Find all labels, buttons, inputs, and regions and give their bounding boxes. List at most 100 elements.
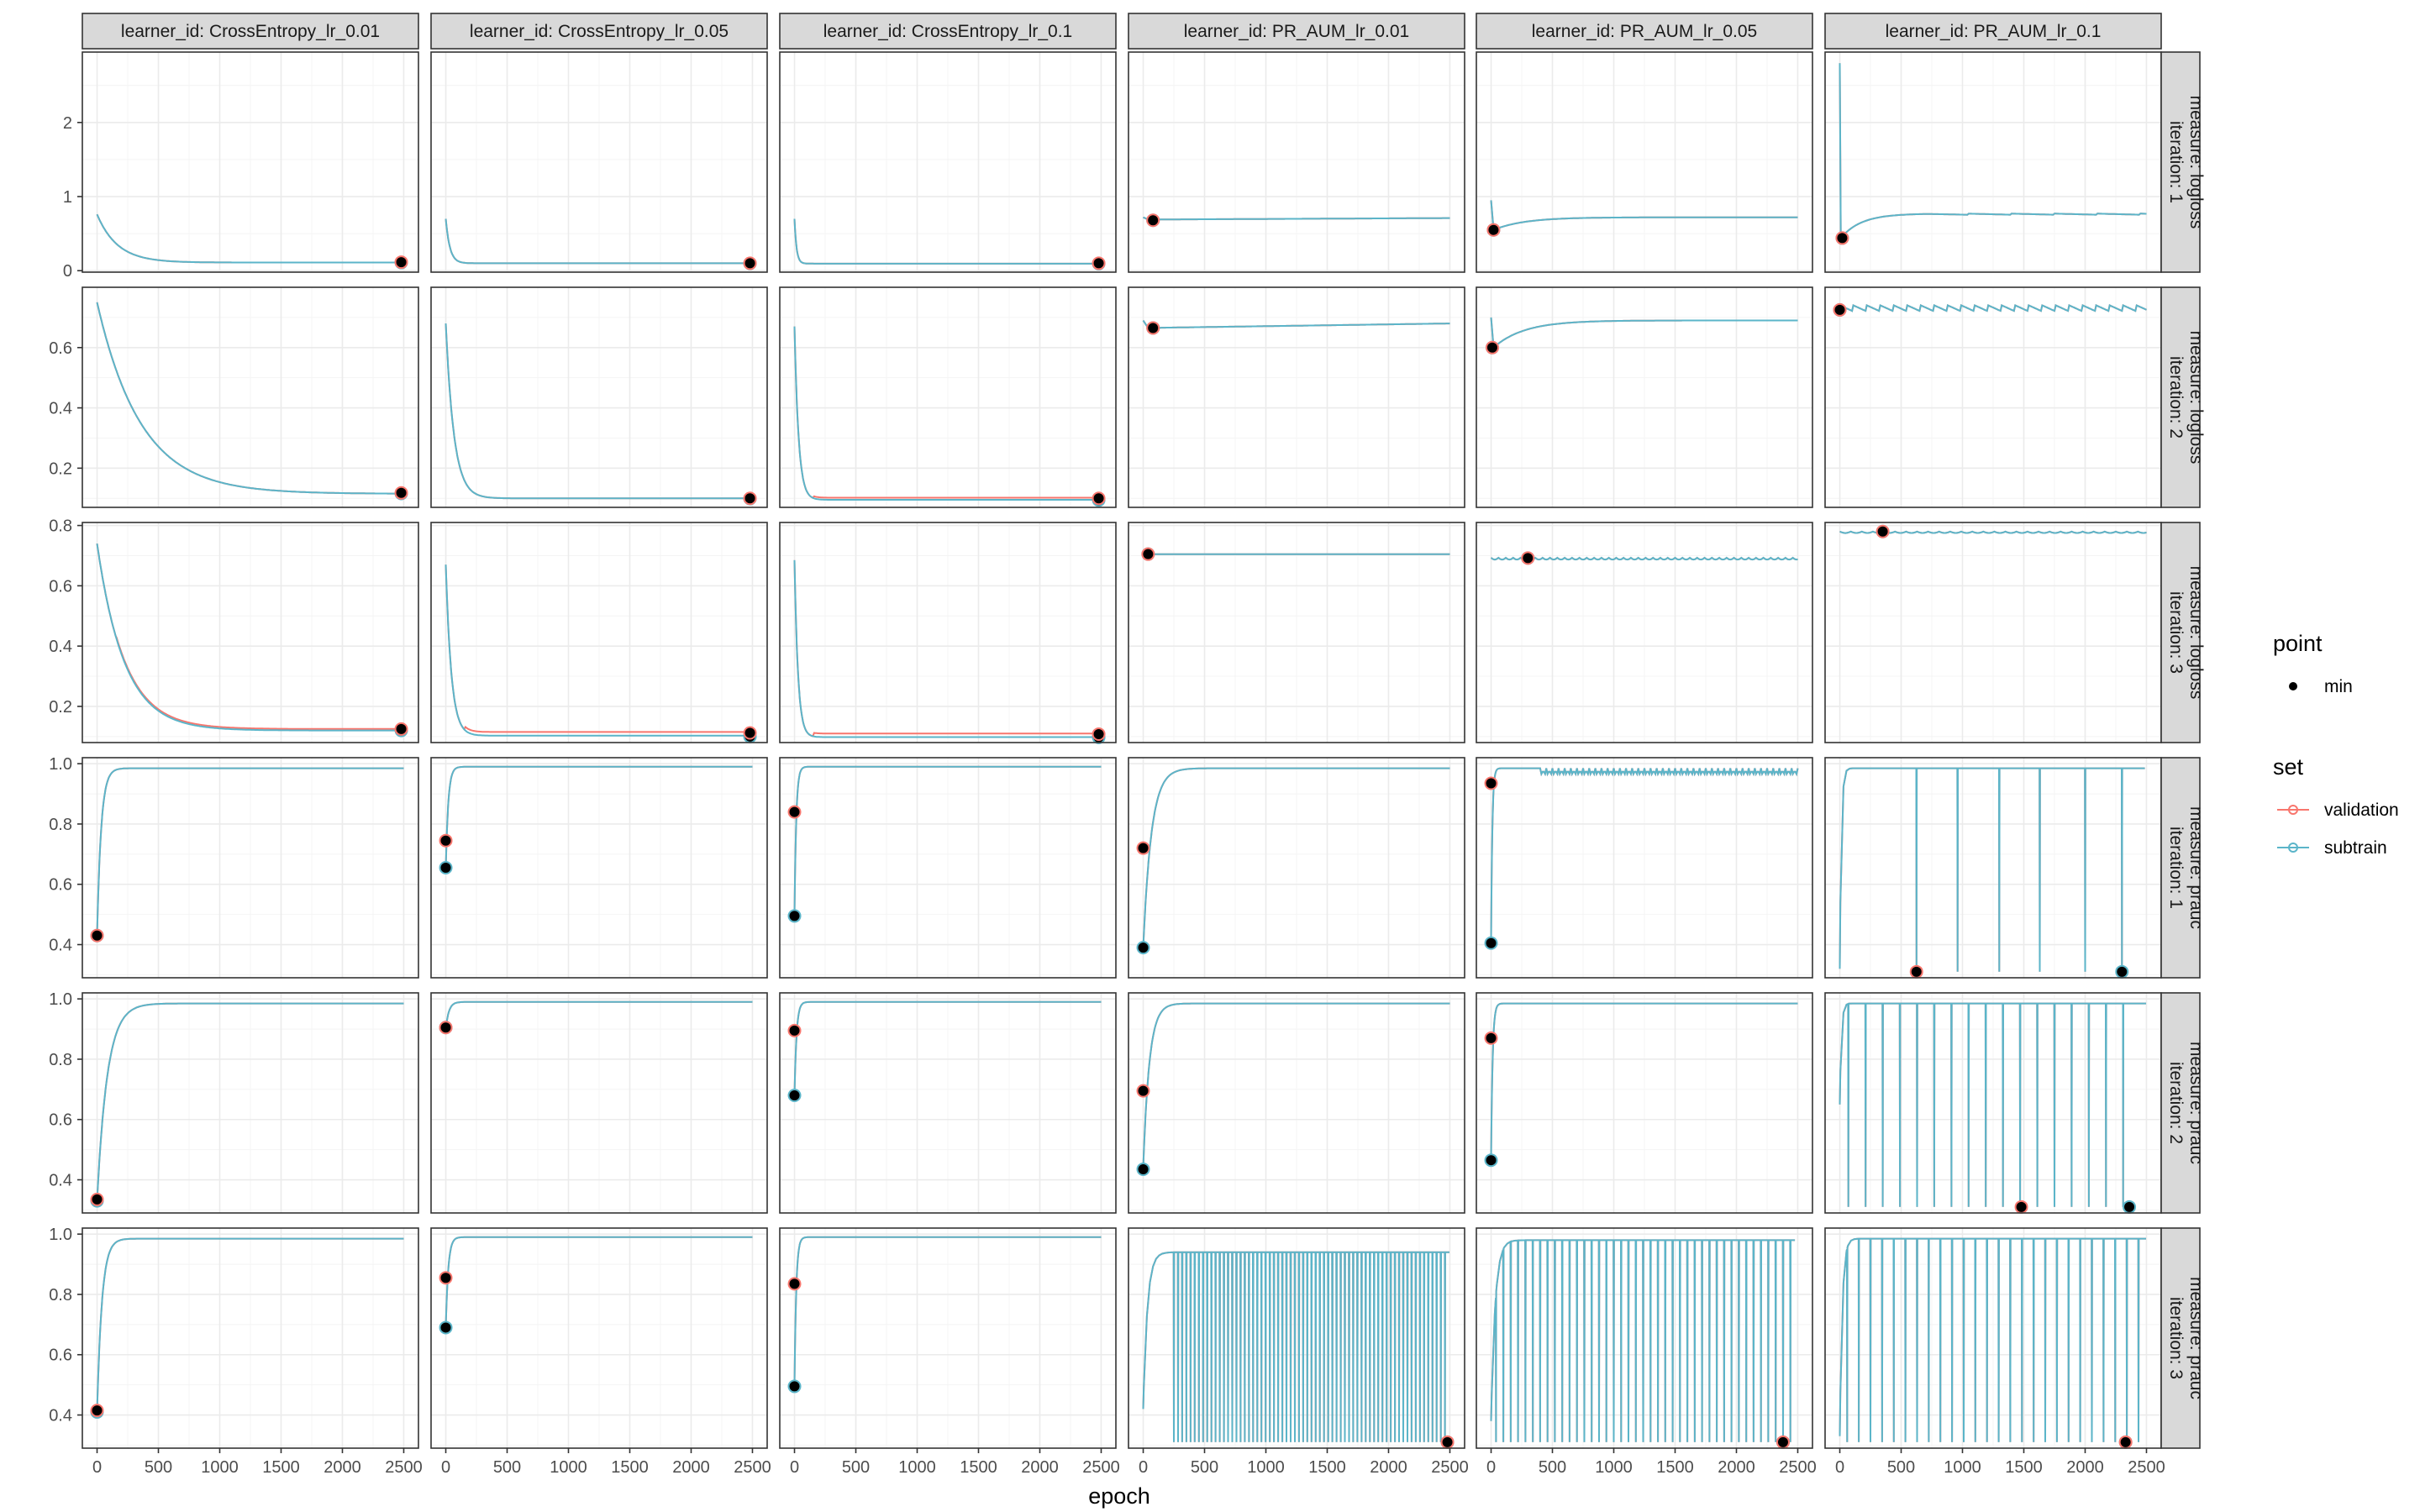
x-tick-label-c2: 1500 [611, 1458, 649, 1477]
x-tick-label-c2: 2000 [672, 1458, 710, 1477]
col-strip-label-6: learner_id: PR_AUM_lr_0.1 [1886, 22, 2102, 41]
min-point-validation-r3-c1 [394, 722, 408, 736]
min-point-validation-r4-c2 [439, 833, 453, 848]
x-tick-label-c5: 1500 [1656, 1458, 1694, 1477]
row-strip-bg-5 [2160, 992, 2201, 1214]
col-strip-bg-2 [430, 13, 768, 50]
min-point-subtrain-r5-c3 [787, 1089, 802, 1103]
y-tick-label-r5: 0.8 [49, 1051, 72, 1069]
row-strip-bg-1 [2160, 51, 2201, 273]
row-strip-measure-6: measure: prauc [2186, 1277, 2206, 1399]
min-point-validation-r3-c6 [1876, 524, 1890, 538]
x-tick-label-c5: 500 [1539, 1458, 1566, 1477]
x-tick-label-c1: 2000 [324, 1458, 361, 1477]
series-subtrain-r1-c3 [793, 218, 1102, 265]
min-point-validation-r1-c6 [1835, 231, 1849, 245]
row-strip-measure-2: measure: logloss [2186, 331, 2206, 465]
min-point-validation-r6-c2 [439, 1271, 453, 1285]
panel-border-r4-c3 [779, 757, 1117, 979]
x-tick-label-c2: 0 [441, 1458, 450, 1477]
row-strip-measure-3: measure: logloss [2186, 566, 2206, 700]
min-point-validation-r6-c6 [2118, 1435, 2133, 1449]
panel-border-r1-c5 [1476, 51, 1813, 273]
min-point-validation-r1-c2 [743, 256, 757, 270]
series-subtrain-r4-c3 [793, 765, 1102, 915]
series-subtrain-r2-c3 [793, 326, 1102, 501]
min-point-subtrain-r4-c6 [2115, 964, 2129, 979]
min-point-validation-r4-c3 [787, 805, 802, 819]
legend-label-validation: validation [2324, 801, 2399, 820]
row-strip-bg-3 [2160, 522, 2201, 743]
x-tick-label-c1: 500 [145, 1458, 172, 1477]
panel-border-r3-c2 [430, 522, 768, 743]
legend-title-point: point [2273, 631, 2323, 656]
x-tick-label-c5: 1000 [1595, 1458, 1633, 1477]
min-point-validation-r2-c2 [743, 491, 757, 506]
series-subtrain-r3-c5 [1490, 556, 1798, 561]
min-point-validation-r4-c5 [1484, 776, 1498, 790]
min-point-subtrain-r4-c5 [1484, 936, 1498, 950]
x-tick-label-c5: 2000 [1718, 1458, 1755, 1477]
series-subtrain-r1-c5 [1490, 200, 1798, 232]
col-strip-bg-1 [82, 13, 419, 50]
y-tick-label-r5: 1.0 [49, 990, 72, 1009]
panel-border-r2-c4 [1128, 286, 1465, 508]
min-point-validation-r4-c1 [90, 928, 104, 942]
series-subtrain-r1-c6 [1839, 63, 2147, 240]
col-strip-label-5: learner_id: PR_AUM_lr_0.05 [1532, 22, 1757, 41]
series-subtrain-r6-c3 [793, 1236, 1102, 1385]
series-subtrain-r5-c5 [1490, 1002, 1798, 1159]
row-strip-iteration-2: iteration: 2 [2166, 356, 2186, 438]
x-tick-label-c4: 2500 [1431, 1458, 1469, 1477]
x-tick-label-c6: 500 [1887, 1458, 1915, 1477]
y-tick-label-r4: 0.6 [49, 876, 72, 895]
x-tick-label-c6: 0 [1835, 1458, 1844, 1477]
y-tick-label-r2: 0.4 [49, 400, 72, 418]
series-subtrain-r6-c6 [1839, 1237, 2146, 1442]
x-tick-label-c3: 0 [790, 1458, 799, 1477]
series-subtrain-r5-c2 [445, 1000, 753, 1030]
series-subtrain-r2-c5 [1490, 317, 1798, 350]
col-strip-4: learner_id: PR_AUM_lr_0.01 [1128, 13, 1465, 50]
y-tick-label-r4: 1.0 [49, 755, 72, 774]
col-strip-bg-6 [1824, 13, 2162, 50]
y-tick-label-r4: 0.4 [49, 937, 72, 955]
legend-key-subtrain-point [2288, 843, 2298, 853]
col-strip-1: learner_id: CrossEntropy_lr_0.01 [82, 13, 419, 50]
panel-border-r4-c1 [82, 757, 419, 979]
row-strip-iteration-5: iteration: 2 [2166, 1062, 2186, 1144]
y-tick-label-r3: 0.8 [49, 517, 72, 536]
panel-border-r5-c2 [430, 992, 768, 1214]
x-tick-label-c6: 2500 [2128, 1458, 2165, 1477]
y-tick-label-r3: 0.4 [49, 638, 72, 656]
series-subtrain-r4-c6 [1839, 767, 2145, 972]
min-point-validation-r3-c4 [1141, 547, 1155, 561]
x-tick-label-c4: 2000 [1370, 1458, 1407, 1477]
row-strip-measure-4: measure: prauc [2186, 806, 2206, 929]
row-strip-measure-1: measure: logloss [2186, 96, 2206, 229]
y-tick-label-r1: 1 [63, 188, 72, 207]
legend-label-min: min [2324, 677, 2353, 696]
row-strip-iteration-6: iteration: 3 [2166, 1297, 2186, 1379]
series-subtrain-r1-c1 [96, 213, 404, 264]
x-tick-label-c1: 2500 [385, 1458, 423, 1477]
series-subtrain-r3-c2 [445, 564, 753, 737]
x-tick-label-c3: 1500 [960, 1458, 997, 1477]
legend-key-min-point [2289, 682, 2297, 690]
panel-border-r4-c2 [430, 757, 768, 979]
col-strip-5: learner_id: PR_AUM_lr_0.05 [1476, 13, 1813, 50]
panel-border-r2-c2 [430, 286, 768, 508]
min-point-subtrain-r5-c6 [2123, 1200, 2137, 1214]
series-subtrain-r2-c2 [445, 323, 753, 500]
min-point-validation-r1-c1 [394, 255, 408, 270]
min-point-validation-r4-c6 [1909, 964, 1923, 979]
min-point-validation-r2-c1 [394, 486, 408, 500]
series-subtrain-r6-c1 [96, 1237, 404, 1412]
min-point-validation-r5-c5 [1484, 1031, 1498, 1045]
min-point-subtrain-r4-c2 [439, 861, 453, 874]
panel-border-r3-c4 [1128, 522, 1465, 743]
y-tick-label-r4: 0.8 [49, 816, 72, 834]
